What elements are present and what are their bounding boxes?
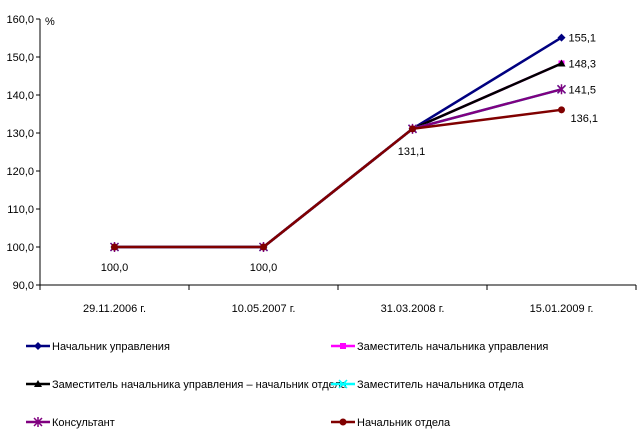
data-point	[557, 59, 566, 67]
series-2	[111, 60, 565, 250]
y-tick-label: 100,0	[6, 242, 34, 254]
legend-label: Заместитель начальника управления – нача…	[52, 379, 348, 391]
legend-label: Консультант	[52, 417, 115, 429]
x-tick-label: 10.05.2007 г.	[232, 303, 296, 315]
x-tick-label: 15.01.2009 г.	[530, 303, 594, 315]
legend-item: Заместитель начальника управления – нача…	[26, 379, 348, 391]
data-point	[556, 84, 567, 95]
legend-label: Начальник отдела	[357, 417, 451, 429]
legend-marker	[339, 418, 347, 426]
y-tick-label: 110,0	[7, 204, 34, 216]
data-label: 131,1	[398, 146, 426, 158]
legend-label: Заместитель начальника отдела	[357, 379, 525, 391]
data-point	[558, 106, 565, 114]
x-tick-label: 29.11.2006 г.	[83, 303, 146, 315]
data-label: 100,0	[101, 262, 129, 274]
legend: Начальник управления Заместитель начальни…	[26, 341, 548, 429]
legend-item: Заместитель начальника отдела	[331, 379, 525, 391]
y-tick-label: 90,0	[13, 280, 34, 292]
data-point	[260, 243, 267, 251]
data-label: 136,1	[571, 113, 599, 125]
series-6	[111, 106, 565, 251]
y-tick-label: 160,0	[6, 14, 34, 26]
series-3	[110, 59, 566, 250]
x-tick-label: 31.03.2008 г.	[381, 303, 445, 315]
data-label: 100,0	[250, 262, 278, 274]
axes: 90,0 100,0 110,0 120,0 130,0 140,0 150,0 160,0%…	[6, 14, 637, 315]
legend-item: Консультант	[26, 417, 115, 429]
data-label: 141,5	[569, 84, 597, 96]
y-tick-label: 130,0	[6, 128, 34, 140]
legend-marker	[33, 417, 43, 427]
data-point	[111, 243, 118, 251]
legend-marker	[34, 342, 42, 350]
series-line	[114, 88, 562, 249]
series-line	[114, 36, 563, 249]
legend-label: Начальник управления	[52, 341, 170, 353]
data-labels: 100,0 100,0 131,1 155,1 148,3 141,5 136,1	[101, 33, 598, 274]
data-label: 155,1	[569, 33, 597, 45]
legend-marker	[340, 343, 346, 349]
y-tick-label: 150,0	[6, 52, 34, 64]
legend-label: Заместитель начальника управления	[357, 341, 548, 353]
series-5	[109, 84, 567, 252]
legend-marker	[34, 380, 42, 387]
y-tick-label: 140,0	[6, 90, 34, 102]
legend-marker	[338, 379, 348, 389]
series-group	[109, 33, 567, 252]
data-point	[409, 125, 416, 133]
data-label: 148,3	[569, 58, 597, 70]
y-tick-label: 120,0	[6, 166, 34, 178]
series-line	[114, 62, 563, 249]
y-axis-label: %	[45, 16, 55, 28]
series-4	[109, 84, 567, 252]
series-line	[114, 108, 562, 249]
data-point	[557, 33, 566, 42]
series-line	[114, 88, 562, 249]
legend-item: Начальник управления	[26, 341, 170, 353]
legend-item: Начальник отдела	[331, 417, 451, 429]
series-1	[110, 33, 566, 251]
series-line	[114, 62, 563, 249]
legend-item: Заместитель начальника управления	[331, 341, 548, 353]
